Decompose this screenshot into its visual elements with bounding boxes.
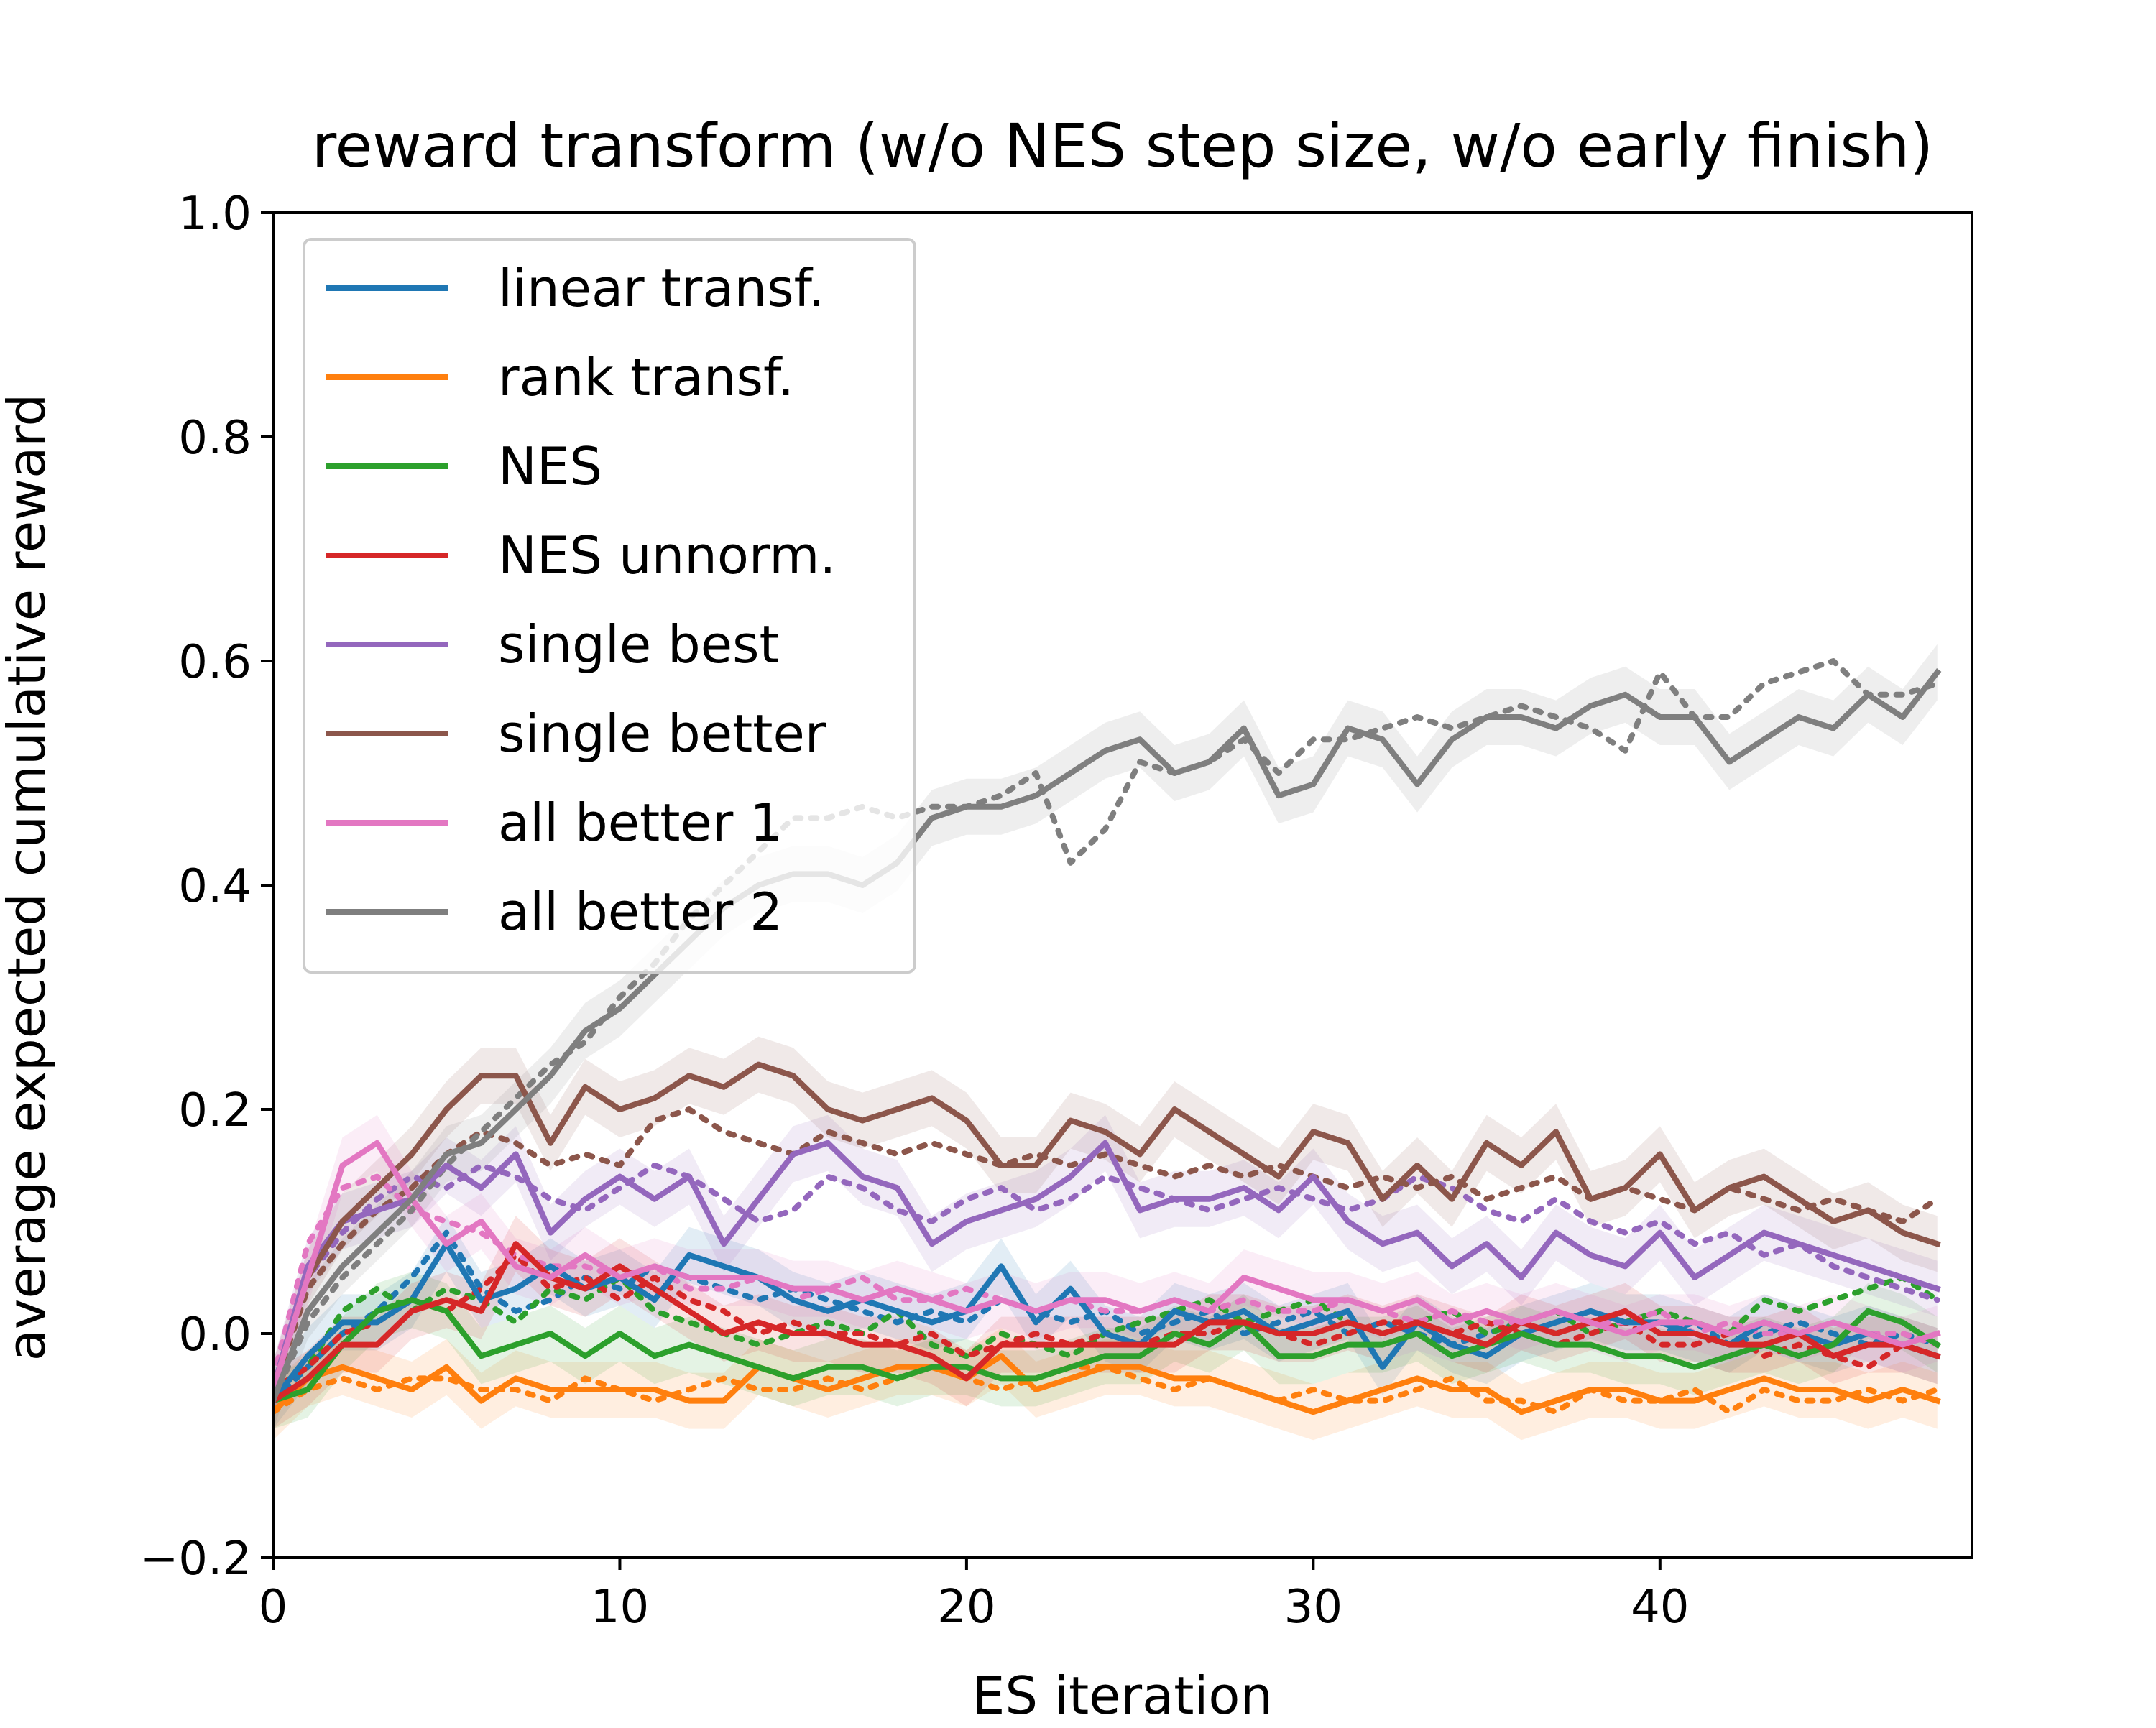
series-line-single-best [273, 1140, 1941, 1393]
legend-label-single-best: single best [498, 614, 780, 675]
band-nes [273, 1272, 1938, 1429]
band-single-best [273, 1114, 1938, 1418]
legend-box [303, 238, 916, 974]
plot-area [273, 644, 1942, 1441]
series-line-single-better [273, 1061, 1941, 1394]
y-axis-label: average expected cumulative reward [0, 394, 57, 1361]
series-dotted-single-best [273, 1163, 1940, 1392]
legend-label-linear-transf: linear transf. [498, 258, 825, 318]
series-dotted-single-better [273, 1106, 1940, 1392]
y-tick-label: 0.0 [178, 1308, 252, 1362]
y-tick-label: −0.2 [140, 1533, 252, 1586]
axes: 0 10 20 30 40 −0.2 0.0 0.2 0.4 0.6 0.8 1.0 [140, 188, 1973, 1634]
x-tick-label: 30 [1284, 1581, 1342, 1634]
series-dotted-all-better-2 [273, 658, 1940, 1404]
legend-label-nes: NES [498, 436, 602, 496]
y-tick-label: 0.6 [178, 636, 252, 689]
band-nes-unnorm [273, 1216, 1938, 1429]
series-line-all-better-2 [273, 667, 1942, 1405]
legend-label-all-better-1: all better 1 [498, 793, 783, 853]
band-linear-transf [273, 1216, 1938, 1429]
x-tick-label: 0 [259, 1581, 288, 1634]
x-tick-label: 40 [1631, 1581, 1689, 1634]
x-tick-label: 20 [937, 1581, 995, 1634]
x-axis-label: ES iteration [972, 1665, 1273, 1724]
y-tick-label: 0.2 [178, 1084, 252, 1137]
legend-label-rank-transf: rank transf. [498, 347, 794, 407]
y-tick-label: 1.0 [178, 188, 252, 241]
band-all-better-2 [273, 644, 1938, 1429]
y-tick-label: 0.4 [178, 860, 252, 913]
legend-label-nes-unnorm: NES unnorm. [498, 525, 836, 586]
y-tick-label: 0.8 [178, 412, 252, 465]
chart-title: reward transform (w/o NES step size, w/o… [312, 111, 1933, 181]
band-single-better [273, 1036, 1938, 1418]
band-all-better-1 [273, 1114, 1938, 1418]
x-tick-label: 10 [591, 1581, 649, 1634]
legend-label-single-better: single better [498, 703, 826, 764]
series-line-all-better-1 [273, 1140, 1941, 1394]
legend: linear transf. rank transf. NES NES unnorm.… [303, 238, 916, 974]
series-line-nes [273, 1297, 1942, 1404]
series-line-rank-transf [273, 1353, 1941, 1416]
legend-label-all-better-2: all better 2 [498, 882, 783, 942]
